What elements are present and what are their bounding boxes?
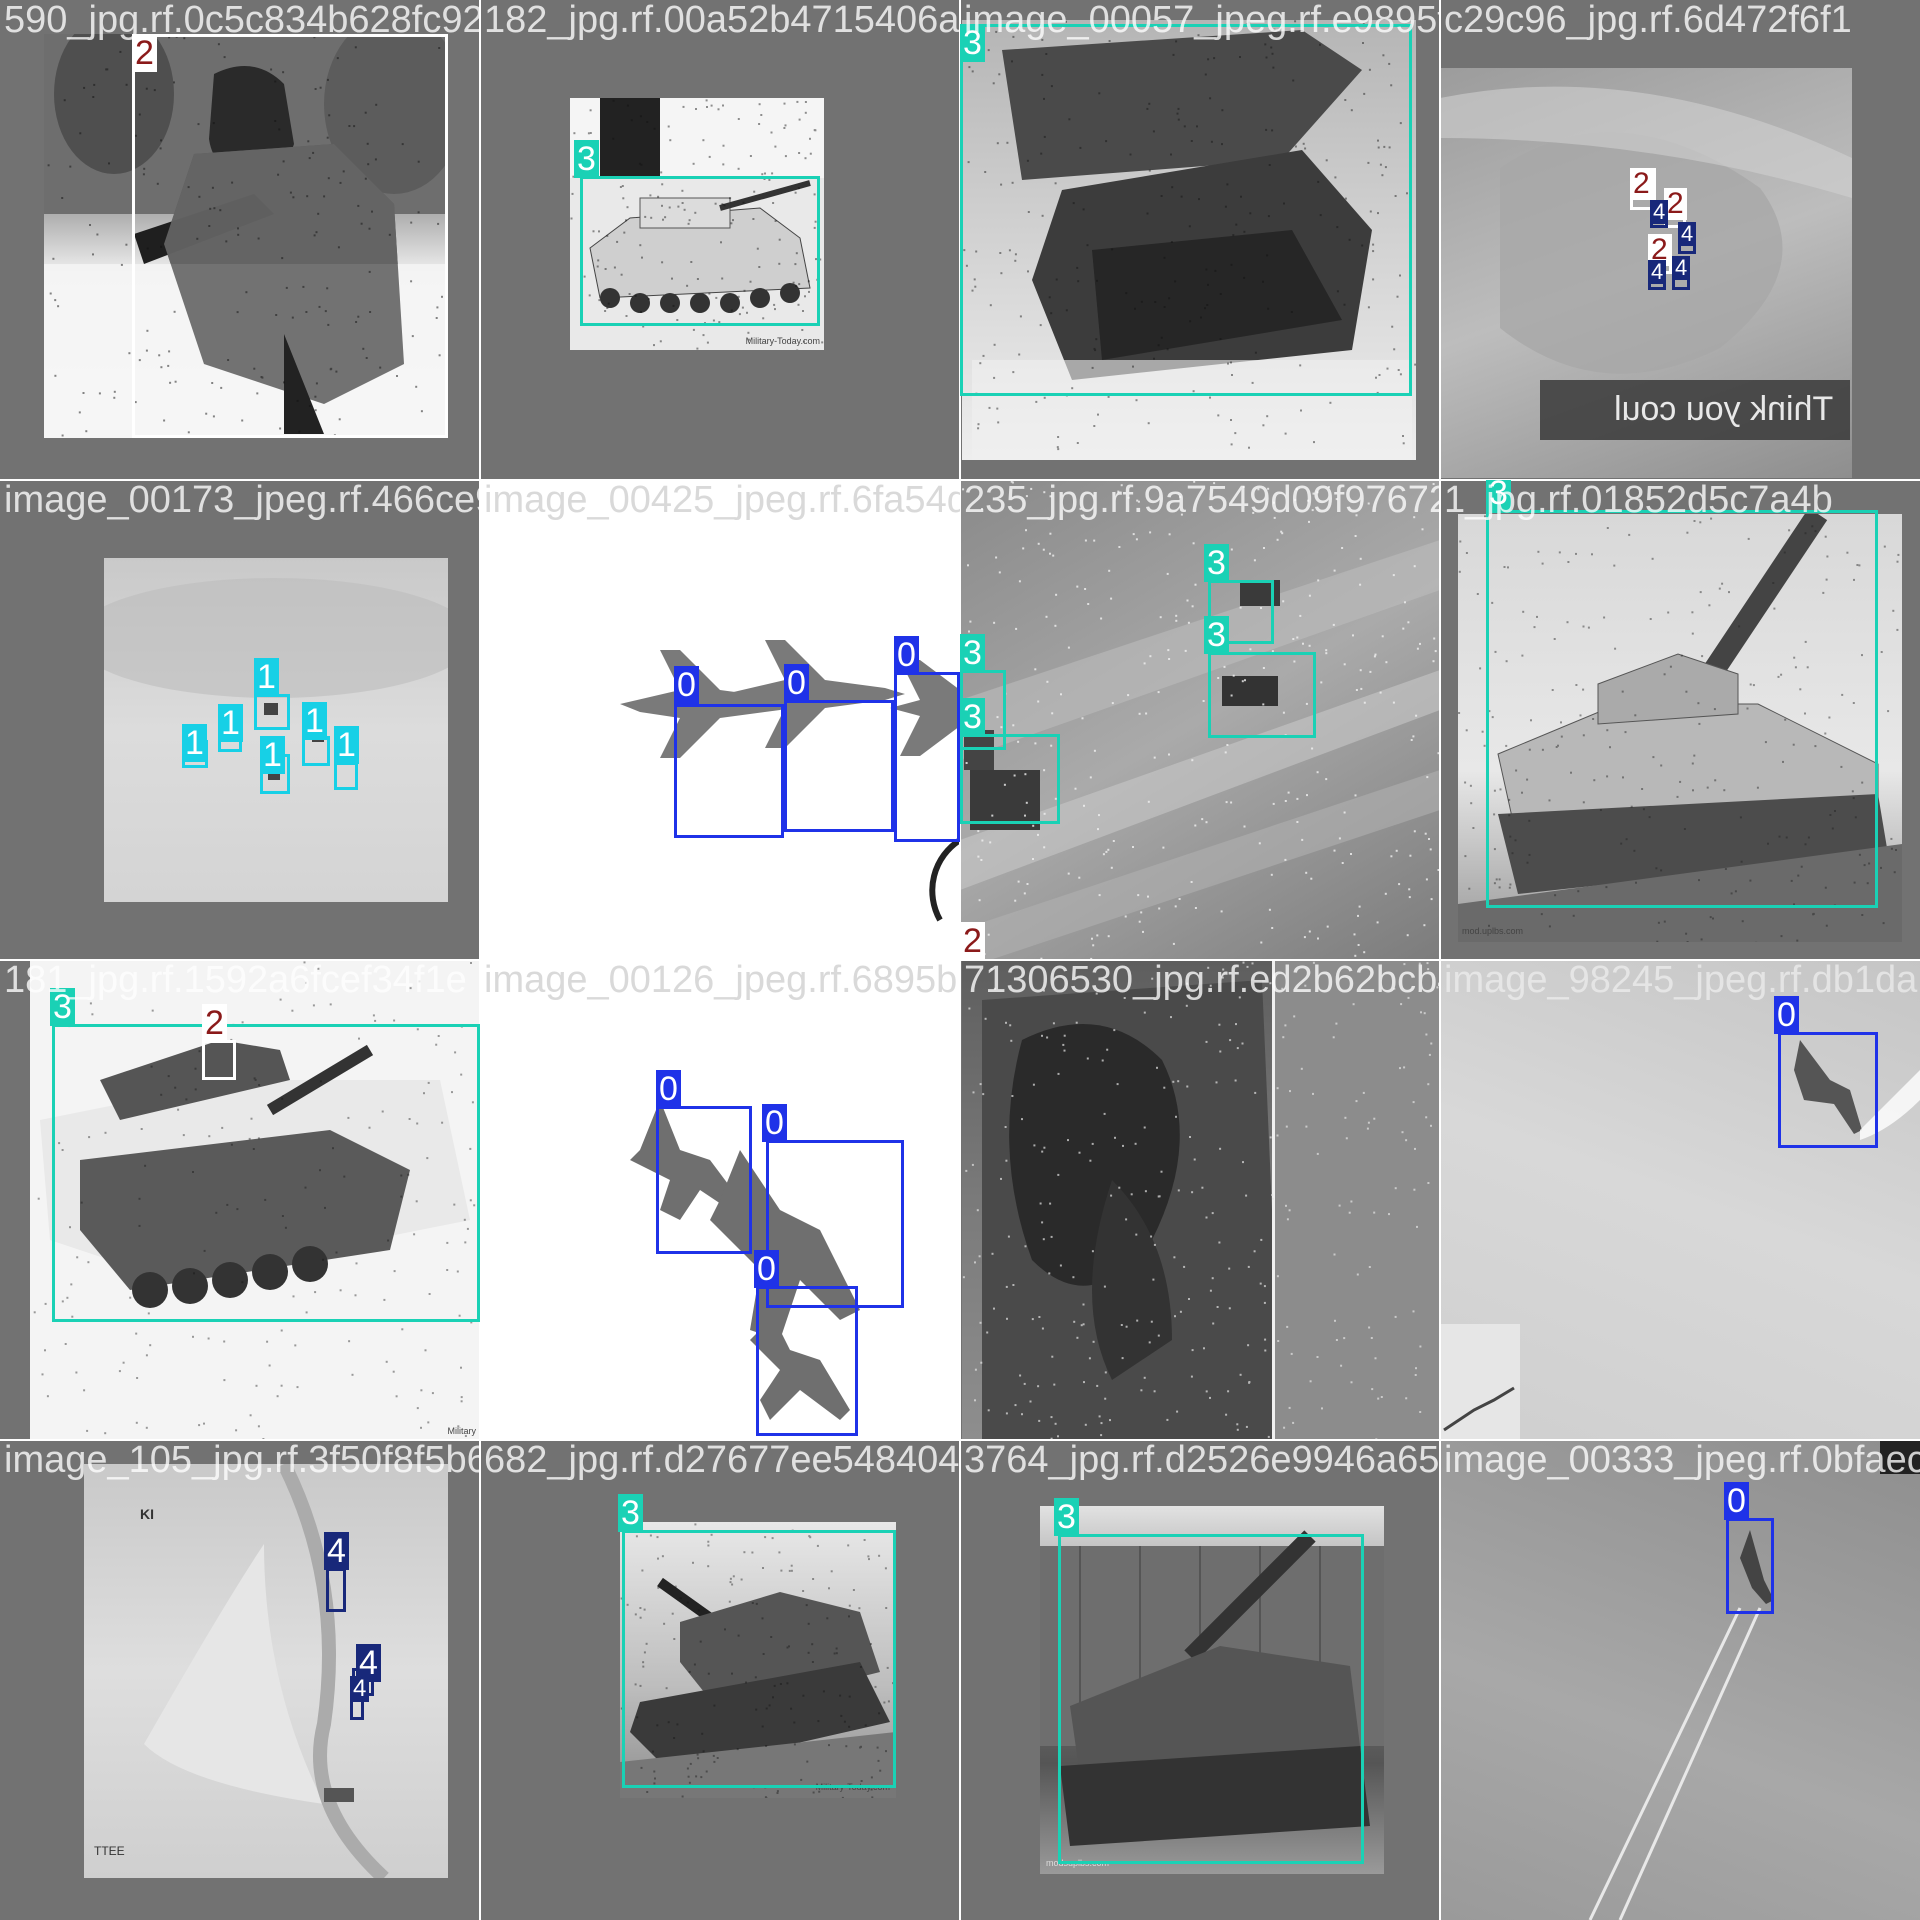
detection-box [766,1140,904,1308]
tile-14: modsuplbs.com 3 3764_jpg.rf.d2526e9946a6… [960,1440,1440,1920]
tile-image: KI TTEE [84,1464,448,1878]
class-label: 2 [132,34,157,72]
class-label: 1 [334,726,359,764]
tile-3: Think you coul 2 2 2 4 4 4 4 c29c96_jpg.… [1440,0,1920,480]
tile-13: Military-Today.com 3 682_jpg.rf.d27677ee… [480,1440,960,1920]
detection-box [326,1568,346,1612]
image-filename: c29c96_jpg.rf.6d472f6f1 [1444,0,1852,42]
map-mark: TTEE [94,1844,125,1858]
class-label: 3 [1204,544,1229,582]
detection-box [1058,1534,1364,1864]
detection-box [622,1530,896,1788]
tile-6: 3 3 3 3 2 235_jpg.rf.9a7549d09f976725d [960,480,1440,960]
tile-11: 0 image_98245_jpeg.rf.db1da [1440,960,1920,1440]
detection-box [1486,510,1878,908]
detection-box [756,1286,858,1436]
class-label: 2 [202,1004,227,1042]
class-label: 3 [50,988,75,1026]
detection-box [1726,1518,1774,1614]
detection-box [894,672,960,842]
class-label: 3 [1204,616,1229,654]
detection-box [1208,652,1316,738]
image-filename: 682_jpg.rf.d27677ee5484041d9 [484,1440,960,1482]
detection-box [580,176,820,326]
detection-box [254,694,290,730]
image-filename: image_00173_jpeg.rf.466ce9fc8 [4,480,480,522]
video-caption: Think you coul [1614,390,1833,429]
tile-15: 0 image_00333_jpeg.rf.0bfaec [1440,1440,1920,1920]
class-label: 0 [656,1070,681,1108]
class-label: 0 [894,636,919,674]
tile-12: KI TTEE 4 4 4 image_105_jpg.rf.3f50f8f5b… [0,1440,480,1920]
tile-0: 2 590_jpg.rf.0c5c834b628fc9228 [0,0,480,480]
class-label: 2 [1630,168,1653,200]
watermark: Military [448,1426,477,1436]
image-filename: 3764_jpg.rf.d2526e9946a657a84 [964,1440,1440,1482]
class-label: 3 [960,634,985,672]
tile-image [1440,1440,1920,1920]
detection-box [52,1024,480,1322]
watermark: mod.uplbs.com [1462,926,1523,936]
map-mark: KI [140,1506,154,1522]
class-label: 3 [1486,480,1511,512]
class-label: 2 [960,922,985,960]
class-label: 3 [960,698,985,736]
detection-box [334,762,358,790]
detection-box [202,1040,236,1080]
class-label: 3 [618,1494,643,1532]
class-label: 4 [1650,200,1668,224]
grid-divider [0,1439,1920,1441]
tile-image: Think you coul [1440,68,1852,478]
image-filename: 182_jpg.rf.00a52b4715406a3c [484,0,960,42]
tile-5: 0 0 0 image_00425_jpeg.rf.6fa54d [480,480,960,960]
class-label: 4 [1672,256,1690,280]
class-label: 1 [182,724,207,762]
detection-box [656,1106,752,1254]
class-label: 0 [762,1104,787,1142]
class-label: 0 [674,666,699,704]
tile-image [960,480,1440,960]
class-label: 0 [754,1250,779,1288]
class-label: 4 [324,1532,349,1570]
tile-2: 3 image_00057_jpeg.rf.e9895ff1c73 [960,0,1440,480]
class-label: 3 [574,140,599,178]
tile-1: Military-Today.com 3 182_jpg.rf.00a52b47… [480,0,960,480]
tile-8: Military 3 2 181_jpg.rf.1592a6fcef34f1e [0,960,480,1440]
detection-box [960,734,1060,824]
class-label: 0 [1724,1482,1749,1520]
class-label: 4 [350,1676,369,1702]
class-label: 0 [1774,996,1799,1034]
class-label: 4 [1648,260,1666,284]
class-label: 4 [1678,222,1696,246]
class-label: 3 [960,24,985,62]
class-label: 1 [254,658,279,696]
class-label: 0 [784,664,809,702]
detection-box [302,736,330,766]
detection-box [132,34,448,438]
tile-7: mod.uplbs.com 3 1_jpg.rf.01852d5c7a4b [1440,480,1920,960]
tile-image [104,558,448,902]
watermark: Military-Today.com [746,336,820,346]
detection-box [960,24,1412,396]
class-label: 1 [302,702,327,740]
detection-box [674,704,784,838]
detection-box [784,700,894,832]
tile-4: 1 1 1 1 1 1 image_00173_jpeg.rf.466ce9fc… [0,480,480,960]
class-label: 1 [218,704,243,742]
class-label: 3 [1054,1498,1079,1536]
tile-10: 71306530_jpg.rf.ed2b62bcb45f [960,960,1440,1440]
grid-divider [0,479,1920,481]
tile-image [962,960,1440,1440]
tile-9: 0 0 0 image_00126_jpeg.rf.6895b [480,960,960,1440]
class-label: 1 [260,736,285,774]
detection-box [1778,1032,1878,1148]
